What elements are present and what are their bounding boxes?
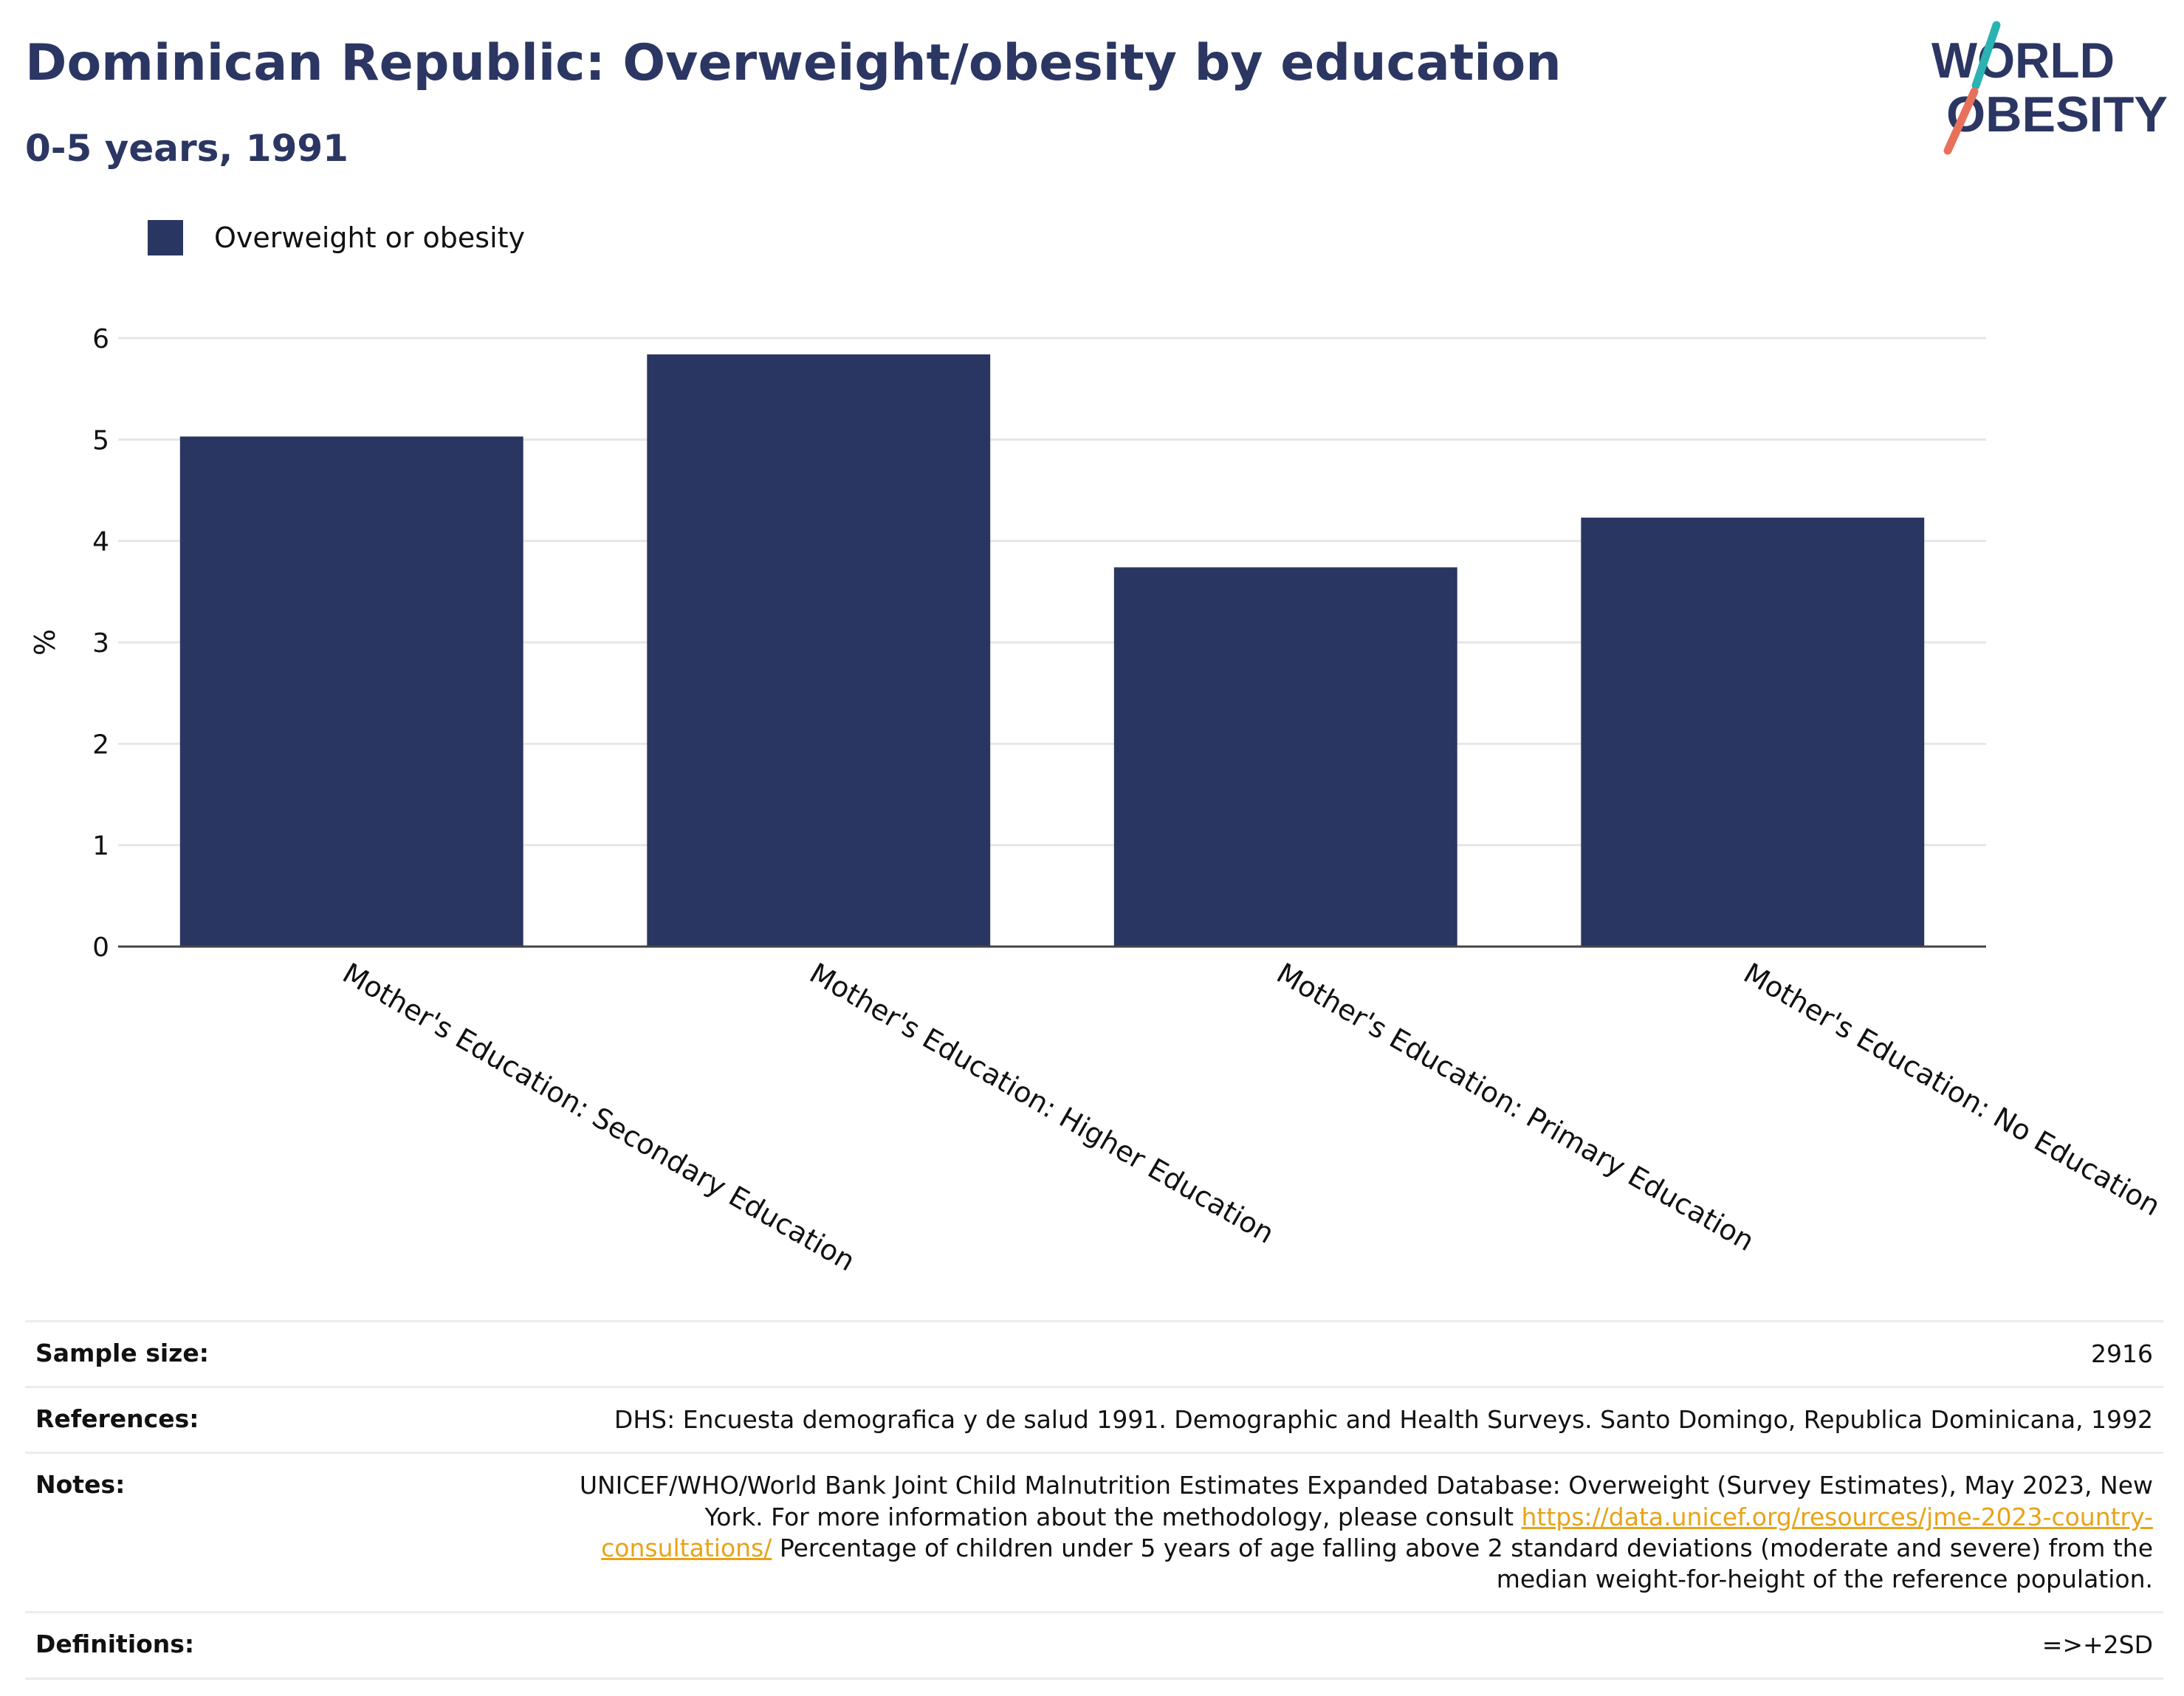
sample-size-label: Sample size:	[35, 1339, 209, 1367]
definitions-label: Definitions:	[35, 1630, 195, 1659]
notes-text-after: Percentage of children under 5 years of …	[772, 1533, 2153, 1594]
sample-size-row: Sample size: 2916	[25, 1320, 2163, 1386]
bars	[179, 354, 1925, 947]
notes-label: Notes:	[35, 1470, 126, 1500]
references-row: References: DHS: Encuesta demografica y …	[25, 1386, 2163, 1452]
notes-text-before: UNICEF/WHO/World Bank Joint Child Malnut…	[579, 1471, 2153, 1531]
notes-link[interactable]: https://data.unicef.org/resources/jme-20…	[601, 1502, 2153, 1562]
bar[interactable]	[1581, 518, 1925, 947]
bar[interactable]	[1113, 567, 1457, 947]
references-label: References:	[35, 1404, 199, 1434]
chart-legend[interactable]: Overweight or obesity	[148, 219, 525, 257]
y-axis-label: %	[29, 629, 61, 656]
definitions-value: =>+2SD	[2042, 1630, 2153, 1660]
definitions-row: Definitions: =>+2SD	[25, 1611, 2163, 1680]
y-tick-label: 5	[92, 425, 109, 456]
notes-value: UNICEF/WHO/World Bank Joint Child Malnut…	[566, 1470, 2153, 1595]
y-tick-label: 2	[92, 729, 109, 760]
x-tick-label: Mother's Education: Primary Education	[1271, 957, 1760, 1257]
references-value: DHS: Encuesta demografica y de salud 199…	[614, 1405, 2153, 1435]
bar[interactable]	[179, 436, 523, 947]
bar[interactable]	[647, 354, 991, 947]
logo-line2: OBESITY	[1946, 86, 2168, 143]
x-tick-label: Mother's Education: No Education	[1738, 957, 2166, 1223]
y-tick-label: 4	[92, 527, 109, 557]
world-obesity-logo[interactable]: WORLD OBESITY	[1927, 15, 2171, 162]
y-tick-label: 3	[92, 628, 109, 659]
x-tick-labels: Mother's Education: Secondary EducationM…	[337, 957, 2166, 1278]
logo-slash-teal	[1971, 21, 2001, 90]
y-tick-label: 6	[92, 324, 109, 354]
y-tick-label: 0	[92, 933, 109, 963]
sample-size-value: 2916	[2091, 1339, 2153, 1368]
legend-label: Overweight or obesity	[214, 222, 526, 254]
notes-row: Notes: UNICEF/WHO/World Bank Joint Child…	[25, 1452, 2163, 1611]
x-tick-label: Mother's Education: Secondary Education	[337, 957, 861, 1278]
chart-metadata-table: Sample size: 2916 References: DHS: Encue…	[25, 1320, 2163, 1680]
logo-slash-coral	[1943, 87, 1979, 155]
legend-swatch	[148, 220, 183, 255]
y-tick-labels: 0 1 2 3 4 5 6	[92, 324, 109, 963]
chart-title: Dominican Republic: Overweight/obesity b…	[25, 34, 1562, 92]
chart-subtitle: 0-5 years, 1991	[25, 127, 348, 170]
y-tick-label: 1	[92, 831, 109, 862]
bar-chart: 0 1 2 3 4 5 6 Mother's Education: Secondary Ed…	[29, 324, 2166, 1278]
logo-line1: WORLD	[1931, 32, 2115, 89]
x-tick-label: Mother's Education: Higher Education	[804, 957, 1280, 1250]
